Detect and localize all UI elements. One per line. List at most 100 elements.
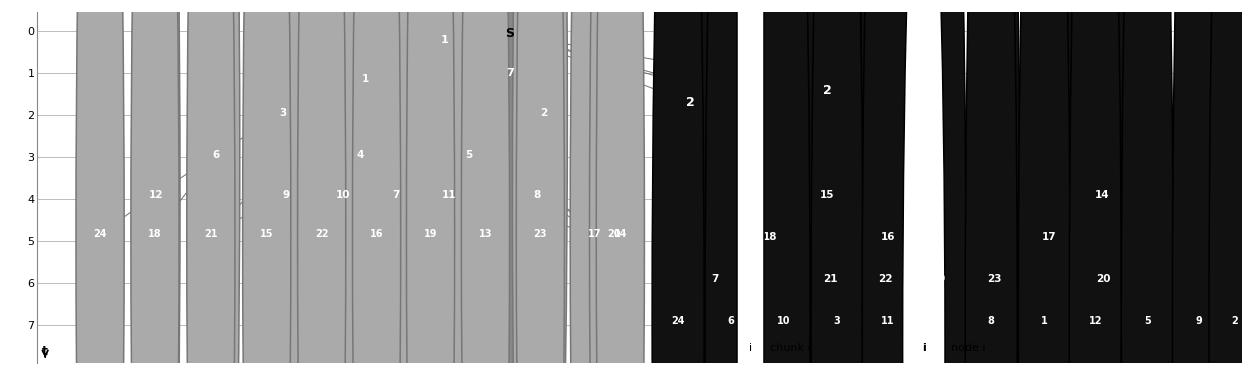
Text: 5: 5 bbox=[1144, 316, 1151, 326]
Ellipse shape bbox=[462, 0, 509, 386]
Ellipse shape bbox=[519, 0, 568, 386]
Text: 6: 6 bbox=[212, 150, 220, 159]
Text: 22: 22 bbox=[879, 274, 892, 284]
Text: 12: 12 bbox=[149, 190, 163, 200]
Ellipse shape bbox=[1070, 0, 1121, 386]
Ellipse shape bbox=[589, 0, 638, 386]
Ellipse shape bbox=[1077, 0, 1129, 386]
Ellipse shape bbox=[407, 0, 454, 386]
Ellipse shape bbox=[336, 0, 384, 386]
Text: 2: 2 bbox=[686, 96, 695, 109]
Text: i: i bbox=[749, 343, 753, 353]
Text: 24: 24 bbox=[94, 229, 107, 239]
Ellipse shape bbox=[446, 0, 493, 386]
Ellipse shape bbox=[132, 0, 180, 386]
Ellipse shape bbox=[1076, 0, 1128, 386]
Text: 17: 17 bbox=[1042, 232, 1056, 242]
Text: 4: 4 bbox=[357, 150, 364, 159]
Ellipse shape bbox=[902, 0, 945, 386]
Text: 7: 7 bbox=[392, 190, 399, 200]
Ellipse shape bbox=[689, 0, 741, 386]
Text: 9: 9 bbox=[282, 190, 290, 200]
Ellipse shape bbox=[965, 0, 1017, 386]
Text: 23: 23 bbox=[534, 229, 547, 239]
FancyBboxPatch shape bbox=[736, 0, 764, 386]
Text: 13: 13 bbox=[479, 229, 492, 239]
Text: 6: 6 bbox=[728, 316, 735, 326]
Ellipse shape bbox=[341, 0, 389, 386]
Ellipse shape bbox=[653, 0, 704, 386]
Text: 17: 17 bbox=[588, 229, 602, 239]
Ellipse shape bbox=[570, 0, 619, 386]
Ellipse shape bbox=[297, 0, 346, 386]
Ellipse shape bbox=[483, 0, 535, 386]
Text: S: S bbox=[505, 27, 514, 41]
Text: 24: 24 bbox=[671, 316, 685, 326]
Text: 8: 8 bbox=[533, 190, 540, 200]
Text: 3: 3 bbox=[280, 108, 287, 118]
Ellipse shape bbox=[902, 0, 955, 386]
Text: 15: 15 bbox=[820, 190, 835, 200]
Text: node i: node i bbox=[951, 343, 986, 353]
Ellipse shape bbox=[318, 0, 367, 386]
Ellipse shape bbox=[758, 0, 810, 386]
Text: 13: 13 bbox=[921, 150, 936, 159]
Text: t: t bbox=[42, 345, 49, 357]
Ellipse shape bbox=[352, 0, 401, 386]
Text: chunk i: chunk i bbox=[770, 343, 810, 353]
Ellipse shape bbox=[513, 0, 560, 386]
Text: 18: 18 bbox=[763, 232, 778, 242]
Text: 14: 14 bbox=[1094, 190, 1109, 200]
Text: 4: 4 bbox=[937, 316, 943, 326]
Ellipse shape bbox=[801, 0, 854, 386]
Text: 21: 21 bbox=[824, 274, 837, 284]
Text: 22: 22 bbox=[314, 229, 328, 239]
FancyBboxPatch shape bbox=[668, 0, 714, 386]
Ellipse shape bbox=[1209, 0, 1248, 386]
Ellipse shape bbox=[860, 0, 911, 386]
FancyBboxPatch shape bbox=[426, 0, 464, 386]
Ellipse shape bbox=[1121, 0, 1173, 386]
Ellipse shape bbox=[1172, 0, 1224, 386]
Polygon shape bbox=[494, 0, 527, 386]
Text: 1: 1 bbox=[1041, 316, 1047, 326]
Text: 10: 10 bbox=[778, 316, 791, 326]
Ellipse shape bbox=[242, 0, 291, 386]
Ellipse shape bbox=[1023, 0, 1075, 386]
Ellipse shape bbox=[192, 0, 240, 386]
Text: 8: 8 bbox=[988, 316, 995, 326]
Text: 1: 1 bbox=[441, 35, 449, 45]
Text: 16: 16 bbox=[881, 232, 895, 242]
Text: 15: 15 bbox=[260, 229, 273, 239]
Ellipse shape bbox=[862, 0, 915, 386]
Ellipse shape bbox=[424, 0, 473, 386]
Text: 19: 19 bbox=[932, 274, 946, 284]
Text: 1: 1 bbox=[362, 74, 368, 84]
Text: 10: 10 bbox=[336, 190, 351, 200]
Text: 18: 18 bbox=[149, 229, 162, 239]
Text: 2: 2 bbox=[539, 108, 547, 118]
Ellipse shape bbox=[517, 0, 564, 386]
Text: 20: 20 bbox=[1096, 274, 1111, 284]
Text: i: i bbox=[922, 343, 926, 353]
FancyBboxPatch shape bbox=[805, 0, 850, 386]
Text: 19: 19 bbox=[424, 229, 437, 239]
Ellipse shape bbox=[705, 0, 758, 386]
Ellipse shape bbox=[262, 0, 310, 386]
Ellipse shape bbox=[131, 0, 178, 386]
Text: 7: 7 bbox=[507, 68, 514, 78]
Text: 20: 20 bbox=[607, 229, 620, 239]
Text: 9: 9 bbox=[1196, 316, 1202, 326]
Ellipse shape bbox=[744, 0, 796, 386]
Text: 21: 21 bbox=[205, 229, 217, 239]
Text: 11: 11 bbox=[881, 316, 895, 326]
Ellipse shape bbox=[862, 0, 915, 386]
Text: 5: 5 bbox=[466, 150, 473, 159]
Ellipse shape bbox=[372, 0, 419, 386]
Ellipse shape bbox=[597, 0, 644, 386]
Ellipse shape bbox=[1018, 0, 1071, 386]
Text: 12: 12 bbox=[1088, 316, 1102, 326]
Text: 7: 7 bbox=[711, 274, 719, 284]
Text: 2: 2 bbox=[824, 84, 832, 97]
Ellipse shape bbox=[968, 0, 1020, 386]
